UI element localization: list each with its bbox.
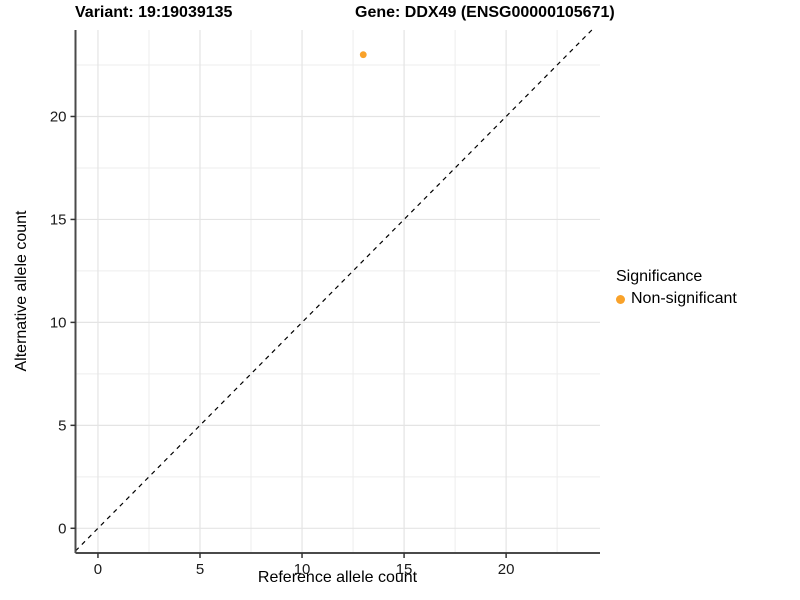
legend-item-non-significant: Non-significant bbox=[616, 290, 737, 308]
y-tick-label: 15 bbox=[50, 211, 67, 228]
legend: Significance Non-significant bbox=[616, 268, 737, 308]
legend-item-label: Non-significant bbox=[631, 290, 737, 307]
scatter-point bbox=[359, 51, 367, 59]
data-points bbox=[359, 51, 367, 59]
legend-title: Significance bbox=[616, 268, 703, 285]
axis-tick-marks bbox=[70, 115, 507, 558]
y-tick-label: 5 bbox=[58, 417, 66, 434]
x-tick-label: 15 bbox=[396, 561, 413, 578]
x-tick-label: 10 bbox=[294, 561, 311, 578]
gene-title: Gene: DDX49 (ENSG00000105671) bbox=[355, 4, 615, 21]
y-tick-label: 10 bbox=[50, 314, 67, 331]
x-tick-label: 0 bbox=[94, 561, 102, 578]
x-axis-title: Reference allele count bbox=[257, 569, 418, 586]
x-tick-label: 5 bbox=[196, 561, 204, 578]
gridlines-major bbox=[75, 30, 600, 553]
x-tick-label: 20 bbox=[498, 561, 515, 578]
orange-dot-icon bbox=[616, 294, 625, 304]
y-tick-label: 0 bbox=[58, 520, 66, 537]
axis-lines bbox=[74, 30, 600, 554]
variant-title: Variant: 19:19039135 bbox=[75, 4, 233, 21]
gridlines-minor bbox=[75, 30, 600, 553]
identity-dashed-line bbox=[75, 29, 593, 552]
y-tick-label: 20 bbox=[50, 108, 67, 125]
axis-tick-labels: 0 5 10 15 20 0 5 10 15 20 bbox=[50, 108, 515, 578]
